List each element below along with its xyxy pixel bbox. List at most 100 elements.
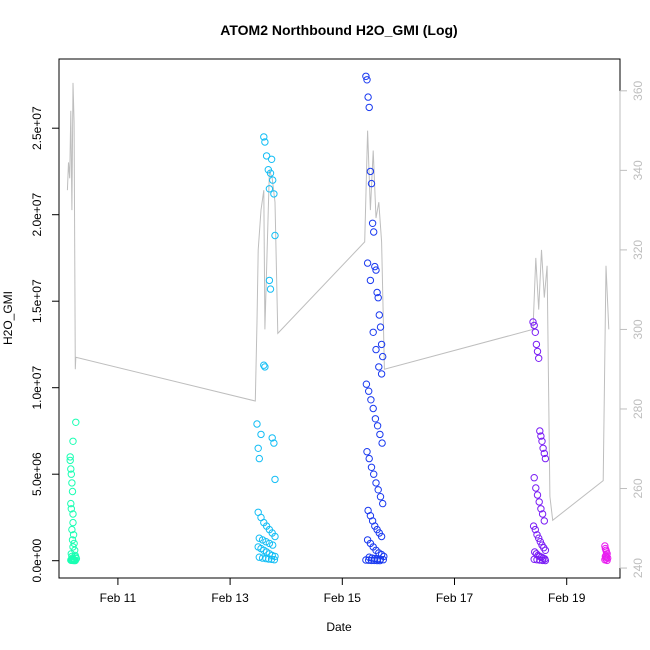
data-point: [536, 538, 544, 546]
y-tick-label: 2.5e+07: [30, 106, 44, 150]
data-point: [260, 361, 268, 369]
data-point: [362, 72, 370, 81]
y-axis-left: 0.0e+00 5.0e+06 1.0e+07 1.5e+07 2.0e+07 2.5e+…: [30, 106, 60, 583]
data-point: [66, 453, 74, 461]
data-point: [265, 276, 274, 285]
y2-tick-label: 300: [631, 319, 645, 339]
y2-tick-label: 360: [631, 80, 645, 100]
data-point: [377, 532, 386, 541]
y2-tick-label: 280: [631, 399, 645, 419]
data-point: [367, 396, 375, 404]
data-point: [68, 479, 76, 487]
data-point: [72, 418, 80, 426]
y-tick-label: 0.0e+00: [30, 539, 44, 583]
data-point: [366, 276, 375, 285]
data-point: [255, 553, 263, 561]
data-point: [271, 475, 279, 484]
data-point: [529, 318, 537, 326]
data-point: [541, 546, 550, 554]
x-tick-label: Feb 19: [548, 591, 586, 605]
data-point: [536, 427, 544, 435]
y-axis-label: H2O_GMI: [1, 291, 15, 345]
data-point: [265, 555, 273, 563]
data-point: [67, 465, 75, 473]
data-point: [533, 347, 542, 356]
data-point: [530, 555, 538, 563]
data-point: [365, 454, 373, 463]
data-point: [538, 437, 546, 445]
data-point: [266, 169, 275, 177]
y-tick-label: 1.0e+07: [30, 366, 44, 410]
data-point: [532, 340, 541, 349]
data-point: [538, 510, 547, 518]
data-point: [376, 493, 385, 501]
y-tick-label: 2.0e+07: [30, 193, 44, 237]
data-point: [371, 262, 379, 271]
data-point: [69, 437, 77, 445]
data-point: [374, 294, 382, 302]
x-axis-label: Date: [326, 620, 352, 634]
theta-line: [66, 82, 610, 522]
data-point: [267, 155, 276, 164]
data-point: [71, 556, 80, 565]
data-point: [540, 517, 548, 525]
data-point: [376, 323, 385, 331]
data-point: [270, 556, 279, 564]
x-tick-label: Feb 15: [324, 591, 362, 605]
data-point: [68, 525, 76, 534]
data-point: [67, 499, 75, 508]
data-point: [541, 454, 550, 463]
data-point: [530, 474, 538, 482]
data-point: [271, 532, 279, 541]
data-point: [372, 266, 380, 274]
data-point: [267, 555, 276, 563]
data-point: [362, 556, 370, 564]
data-point: [366, 167, 375, 176]
data-point: [540, 449, 548, 458]
data-point: [535, 534, 543, 542]
data-point: [367, 463, 376, 471]
data-point: [538, 556, 547, 565]
data-point: [367, 556, 376, 565]
data-point: [531, 328, 539, 336]
data-point: [535, 498, 543, 506]
data-point: [373, 422, 382, 430]
data-point: [69, 518, 77, 527]
data-point: [367, 179, 376, 188]
data-point: [69, 543, 77, 551]
data-point: [69, 510, 77, 518]
data-point: [379, 352, 387, 361]
data-point: [270, 439, 278, 447]
data-point: [379, 499, 387, 508]
theta-line-layer: [66, 82, 610, 522]
data-point: [373, 556, 381, 565]
data-point: [363, 259, 372, 267]
data-point: [362, 380, 371, 388]
data-point: [530, 321, 538, 330]
y-tick-label: 5.0e+06: [30, 452, 44, 496]
data-point: [66, 456, 74, 465]
data-point: [536, 556, 544, 564]
data-point: [67, 470, 76, 478]
data-point: [70, 539, 78, 548]
data-point: [372, 479, 380, 487]
points-layer: [66, 72, 612, 565]
y2-tick-label: 340: [631, 160, 645, 180]
data-point: [375, 311, 383, 319]
data-point: [378, 439, 386, 447]
data-point: [370, 470, 378, 478]
plot-frame: [58, 58, 621, 579]
data-point: [539, 444, 547, 452]
data-point: [373, 288, 381, 297]
data-point: [262, 152, 271, 160]
data-point: [262, 554, 270, 563]
data-point: [533, 491, 542, 499]
data-point: [529, 522, 538, 530]
data-point: [370, 556, 378, 565]
data-point: [271, 231, 279, 240]
data-point: [67, 505, 76, 513]
data-point: [253, 420, 261, 428]
data-point: [266, 285, 275, 293]
data-point: [376, 556, 384, 565]
data-point: [603, 556, 611, 565]
